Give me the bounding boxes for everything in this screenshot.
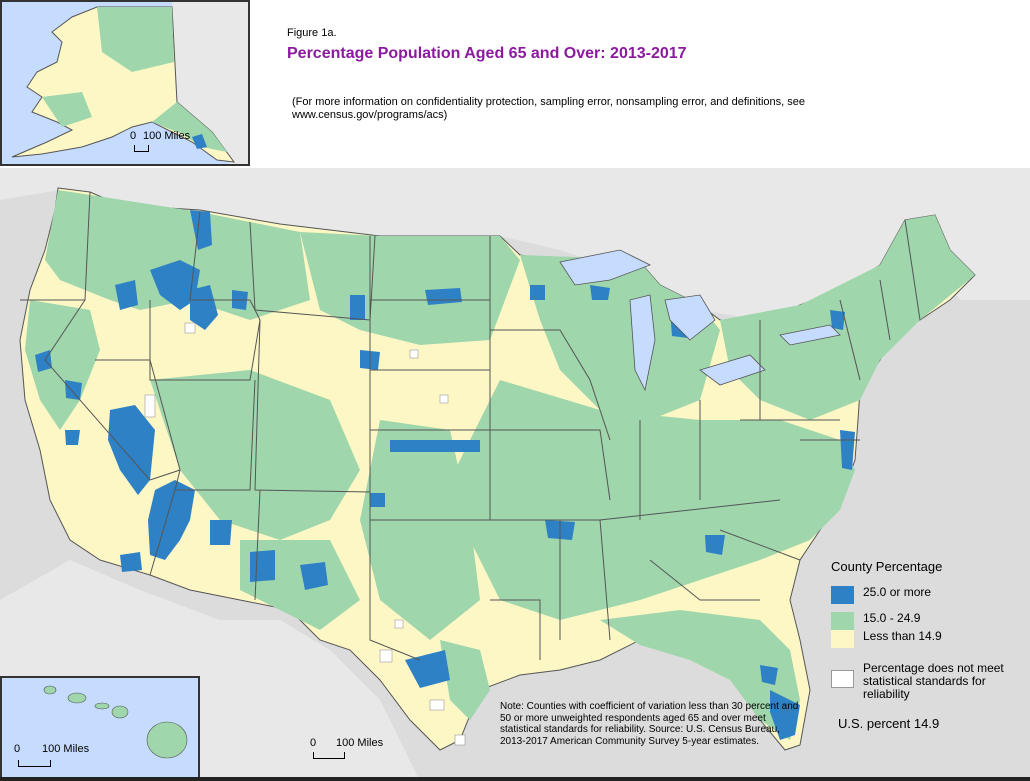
legend-swatch-high — [831, 586, 854, 604]
us-percent: U.S. percent 14.9 — [838, 716, 940, 731]
legend-title: County Percentage — [831, 559, 943, 574]
us-county-map[interactable] — [0, 168, 1030, 781]
page-title: Percentage Population Aged 65 and Over: … — [287, 45, 687, 62]
bottom-rule — [0, 777, 1030, 781]
alaska-map — [11, 2, 248, 164]
hawaii-map — [43, 685, 188, 759]
legend-swatch-unreliable — [831, 670, 854, 688]
legend-swatch-mid — [831, 612, 854, 630]
source-note: Note: Counties with coefficient of varia… — [500, 701, 799, 747]
great-lakes — [559, 249, 841, 392]
legend-item-low: Less than 14.9 — [831, 630, 1023, 648]
mid-range-regions — [25, 190, 975, 740]
legend-item-unreliable: Percentage does not meet statistical sta… — [831, 662, 1023, 701]
legend-label-low: Less than 14.9 — [863, 629, 942, 643]
canada-land-alaska — [172, 2, 248, 164]
alaska-scale-bar — [134, 145, 149, 152]
hawaii-inset: 0 100 Miles — [0, 676, 200, 781]
legend-label-high: 25.0 or more — [863, 585, 932, 599]
legend-swatch-low — [831, 630, 854, 648]
figure-label: Figure 1a. — [287, 27, 337, 39]
alaska-scale-end: 100 Miles — [143, 130, 191, 142]
unreliable-counties — [144, 322, 466, 746]
legend-item-high: 25.0 or more — [831, 586, 1023, 604]
hawaii-scale-end: 100 Miles — [42, 743, 90, 755]
main-scale-end: 100 Miles — [336, 737, 384, 749]
legend-label-mid: 15.0 - 24.9 — [863, 611, 921, 625]
main-scale-bar — [313, 752, 345, 759]
canada-land — [0, 168, 1030, 320]
main-scale-start: 0 — [310, 737, 317, 749]
legend-label-unreliable: Percentage does not meet statistical sta… — [863, 661, 1004, 701]
legend-item-mid: 15.0 - 24.9 — [831, 612, 1023, 630]
alaska-inset: 0 100 Miles — [0, 0, 250, 166]
subtitle: (For more information on confidentiality… — [292, 96, 805, 121]
hawaii-scale-bar — [18, 760, 51, 767]
hawaii-islands — [43, 685, 188, 759]
alaska-scale-start: 0 — [130, 130, 137, 142]
hawaii-scale-start: 0 — [14, 743, 21, 755]
state-borders — [20, 191, 921, 661]
